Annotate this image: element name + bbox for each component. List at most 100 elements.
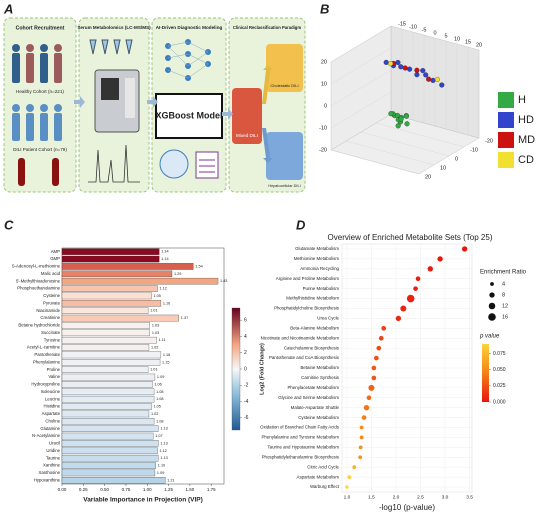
value-label: 1.01 <box>150 309 157 313</box>
dot <box>358 455 363 460</box>
colorbar-tick-label: -4 <box>244 399 249 405</box>
bar <box>61 359 161 366</box>
y-tick-label: Aspartate <box>42 411 61 416</box>
colorbar-tick-label: 2 <box>244 350 247 356</box>
value-label: 1.21 <box>167 478 174 482</box>
bar <box>61 469 156 477</box>
y-tick-label: Valine <box>48 374 60 379</box>
bar <box>61 410 150 418</box>
bar <box>61 314 179 322</box>
value-label: 1.03 <box>152 331 159 335</box>
bar <box>61 322 150 329</box>
value-label: 1.03 <box>152 323 159 327</box>
arrows <box>74 65 273 163</box>
bar <box>61 381 153 388</box>
y-tick-label: Succinate <box>41 330 60 335</box>
legend-label: 8 <box>502 292 505 298</box>
dot <box>400 305 407 312</box>
x-tick-label: 2.5 <box>417 494 424 500</box>
y-tick-label: Citric Acid Cycle <box>307 464 339 469</box>
model-icons <box>159 149 219 179</box>
dot <box>395 315 402 322</box>
y-tick-label: Glycine and Serine Metabolism <box>278 395 339 400</box>
bar <box>61 373 156 381</box>
legend-dot <box>488 302 496 310</box>
point <box>388 111 394 117</box>
x-tick-label: 0.25 <box>79 487 88 492</box>
cohort-label: DILI Patient Cohort (n=79) <box>13 147 67 152</box>
y-tick-label: 10 <box>440 165 446 171</box>
y-tick-label: Phosphatidylethanolamine Biosynthesis <box>262 454 340 459</box>
bar <box>61 307 149 314</box>
y-tick-label: Malic acid <box>41 271 61 276</box>
y-tick-label: Pantothenate and CoA Biosynthesis <box>269 355 340 360</box>
y-tick-label: Niacinamide <box>36 308 60 313</box>
step-title: Clinical Reclassification Paradigm <box>233 25 301 30</box>
value-label: 1.06 <box>154 382 161 386</box>
colorbar <box>482 344 489 402</box>
point <box>402 65 408 71</box>
dot <box>376 345 382 351</box>
point <box>388 61 394 67</box>
bar <box>61 440 159 447</box>
y-tick-label: Glutamine <box>40 426 60 431</box>
lab-icons <box>88 39 140 183</box>
y-tick-label: Phosphatidylcholine Biosynthesis <box>274 306 340 311</box>
value-label: 1.02 <box>151 412 158 416</box>
model-box <box>155 93 223 139</box>
y-tick-label: 0 <box>455 156 458 162</box>
bar <box>61 418 155 425</box>
dot <box>427 266 433 272</box>
bar <box>61 351 162 359</box>
y-tick-label: Pantothenate <box>34 352 60 357</box>
y-tick-label: Phenylalanine and Tyrosine Metabolism <box>261 435 339 440</box>
y-tick-label: Aspartate Metabolism <box>297 474 340 479</box>
colorbar-tick-label: 0.075 <box>493 351 506 357</box>
y-tick-label: -10 <box>470 147 478 153</box>
bar <box>61 292 152 300</box>
value-label: 1.12 <box>159 287 166 291</box>
bar <box>61 477 166 484</box>
y-tick-label: Carnitine Synthesis <box>301 375 340 380</box>
y-tick-label: Proline <box>47 367 61 372</box>
value-label: 1.13 <box>160 456 167 460</box>
y-tick-label: Cysteine Metabolism <box>298 415 339 420</box>
network-icons <box>165 39 211 81</box>
colorbar-label: Log2 (Fold Change) <box>259 343 265 395</box>
y-tick-label: Choline <box>45 418 60 423</box>
healthy-icons <box>12 44 62 83</box>
dot <box>359 435 364 440</box>
point <box>439 82 445 88</box>
step-title: Cohort Recruitment <box>16 25 65 31</box>
bar <box>61 270 173 278</box>
y-tick-label: Urea Cycle <box>317 316 339 321</box>
x-tick-label: 1.5 <box>368 494 375 500</box>
point <box>403 113 409 119</box>
y-tick-label: Uracil <box>49 441 60 446</box>
x-tick-label: 1.50 <box>186 487 195 492</box>
x-tick-label: 5 <box>444 33 447 39</box>
y-tick-label: Catecholamine Biosynthesis <box>284 345 340 350</box>
grid-line <box>345 140 435 166</box>
y-tick-label: Taurine <box>46 455 61 460</box>
dot <box>347 475 352 480</box>
x-tick-label: 3.5 <box>466 494 473 500</box>
colorbar-tick-label: -6 <box>244 415 249 421</box>
legend-swatch <box>498 92 514 108</box>
legend-label: 4 <box>502 281 505 287</box>
x-tick-label: 2.0 <box>393 494 400 500</box>
y-tick-label: 20 <box>425 174 431 180</box>
bar <box>61 388 155 396</box>
x-tick-label: 0 <box>433 30 436 36</box>
y-tick-label: Tyrosine <box>44 337 61 342</box>
x-tick-label: 1.25 <box>164 487 173 492</box>
grid-line <box>330 25 392 63</box>
colorbar-tick-label: -2 <box>244 383 249 389</box>
x-tick-label: 15 <box>465 39 471 45</box>
value-label: 1.14 <box>161 257 168 261</box>
z-tick-label: -10 <box>319 125 327 131</box>
value-label: 1.16 <box>163 301 170 305</box>
panel-label: A <box>3 1 13 16</box>
value-label: 1.01 <box>150 368 157 372</box>
y-tick-label: Uridine <box>46 448 60 453</box>
